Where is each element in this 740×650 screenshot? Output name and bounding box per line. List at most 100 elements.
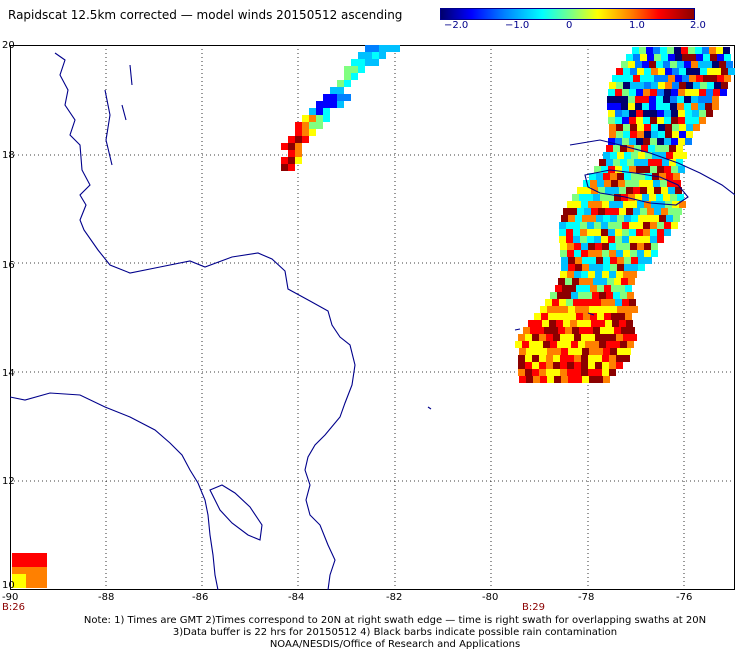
wind-cell	[26, 567, 33, 574]
wind-cell	[602, 334, 609, 341]
wind-cell	[644, 124, 651, 131]
wind-cell	[675, 54, 682, 61]
wind-cell	[607, 103, 614, 110]
wind-cell	[580, 229, 587, 236]
wind-cell	[631, 215, 638, 222]
wind-cell	[616, 124, 623, 131]
wind-cell	[621, 327, 628, 334]
wind-cell	[695, 47, 702, 54]
wind-cell	[609, 131, 616, 138]
wind-cell	[714, 68, 721, 75]
wind-cell	[623, 355, 630, 362]
wind-cell	[568, 215, 575, 222]
wind-cell	[710, 54, 717, 61]
wind-cell	[302, 136, 309, 143]
wind-cell	[602, 201, 609, 208]
wind-cell	[608, 236, 615, 243]
wind-cell	[724, 75, 731, 82]
wind-cell	[625, 180, 632, 187]
wind-cell	[656, 194, 663, 201]
wind-cell	[557, 292, 564, 299]
wind-cell	[602, 243, 609, 250]
wind-cell	[569, 313, 576, 320]
wind-cell	[607, 194, 614, 201]
wind-cell	[678, 117, 685, 124]
wind-cell	[608, 110, 615, 117]
wind-cell	[653, 180, 660, 187]
wind-cell	[358, 66, 365, 73]
wind-cell	[603, 173, 610, 180]
wind-cell	[627, 341, 634, 348]
wind-cell	[671, 110, 678, 117]
wind-cell	[612, 208, 619, 215]
wind-cell	[609, 369, 616, 376]
wind-cell	[594, 236, 601, 243]
wind-cell	[630, 271, 637, 278]
wind-cell	[330, 94, 337, 101]
wind-cell	[610, 264, 617, 271]
wind-cell	[635, 96, 642, 103]
wind-cell	[586, 194, 593, 201]
wind-cell	[676, 159, 683, 166]
wind-cell	[633, 187, 640, 194]
wind-cell	[627, 159, 634, 166]
wind-cell	[635, 194, 642, 201]
wind-cell	[679, 82, 686, 89]
wind-cell	[555, 313, 562, 320]
wind-cell	[672, 131, 679, 138]
wind-cell	[654, 54, 661, 61]
wind-cell	[636, 166, 643, 173]
wind-cell	[587, 229, 594, 236]
wind-cell	[573, 222, 580, 229]
wind-cell	[295, 136, 302, 143]
wind-cell	[630, 124, 637, 131]
wind-cell	[26, 581, 33, 588]
wind-cell	[706, 89, 713, 96]
wind-cell	[379, 52, 386, 59]
wind-cell	[678, 110, 685, 117]
wind-cell	[548, 313, 555, 320]
wind-cell	[26, 560, 33, 567]
wind-cell	[698, 61, 705, 68]
wind-cell	[621, 96, 628, 103]
wind-cell	[595, 201, 602, 208]
wind-cell	[607, 96, 614, 103]
wind-cell	[616, 243, 623, 250]
wind-cell	[712, 103, 719, 110]
wind-cell	[579, 278, 586, 285]
wind-cell	[693, 124, 700, 131]
wind-cell	[677, 96, 684, 103]
wind-cell	[615, 166, 622, 173]
wind-cell	[638, 215, 645, 222]
wind-cell	[639, 180, 646, 187]
colorbar-label: 1.0	[629, 20, 645, 31]
wind-cell	[671, 89, 678, 96]
wind-cell	[12, 574, 19, 581]
wind-cell	[608, 117, 615, 124]
wind-cell	[561, 215, 568, 222]
wind-cell	[539, 355, 546, 362]
wind-cell	[598, 208, 605, 215]
wind-cell	[717, 75, 724, 82]
wind-cell	[645, 215, 652, 222]
wind-cell	[665, 124, 672, 131]
lat-label: 10	[2, 580, 15, 591]
lon-label: -80	[482, 592, 499, 603]
wind-cell	[542, 320, 549, 327]
wind-cell	[664, 89, 671, 96]
wind-cell	[621, 194, 628, 201]
wind-cell	[619, 208, 626, 215]
wind-cell	[669, 145, 676, 152]
wind-cell	[644, 201, 651, 208]
wind-cell	[664, 222, 671, 229]
coastline-jamaica	[584, 169, 689, 206]
wind-cell	[636, 138, 643, 145]
wind-cell	[609, 355, 616, 362]
wind-cell	[608, 299, 615, 306]
wind-cell	[650, 166, 657, 173]
wind-cell	[665, 68, 672, 75]
wind-cell	[648, 145, 655, 152]
wind-cell	[559, 229, 566, 236]
wind-cell	[532, 369, 539, 376]
wind-cell	[560, 271, 567, 278]
